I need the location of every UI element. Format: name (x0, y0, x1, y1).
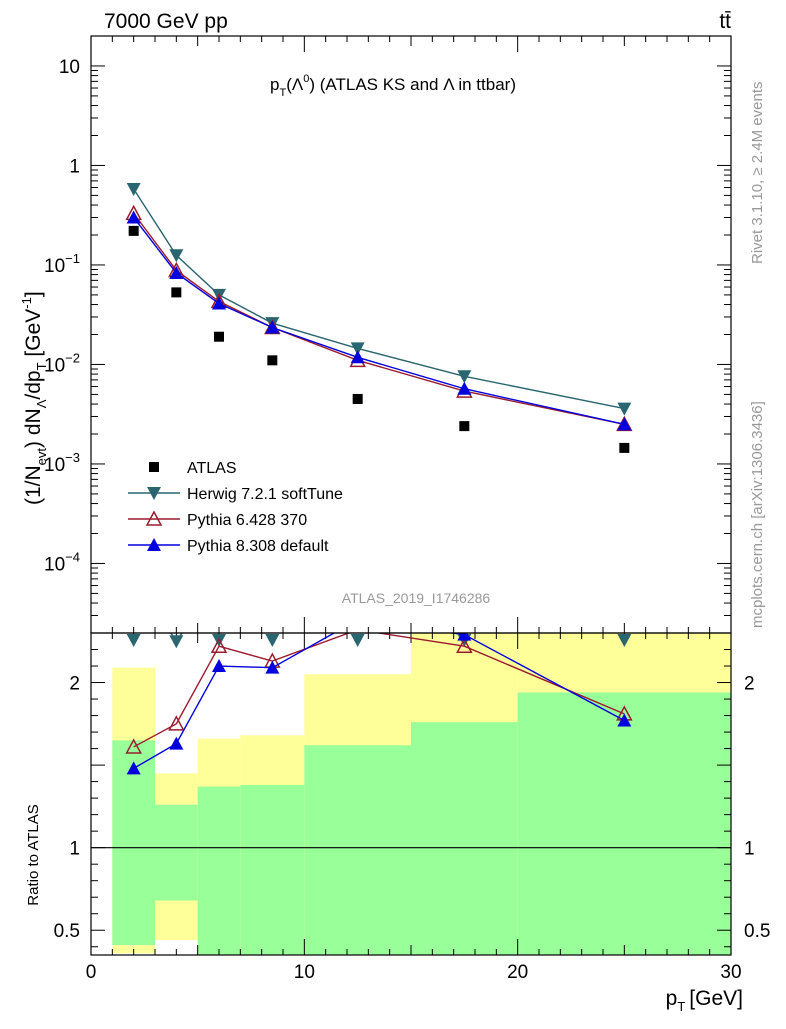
ratio-point-herwig-7-2-1-softtune (350, 634, 365, 647)
data-point-atlas (352, 393, 363, 404)
rivet-version-label: Rivet 3.1.10, ≥ 2.4M events (749, 82, 766, 265)
ratio-y-tick-label-right: 2 (744, 674, 755, 695)
data-point-pythia-8-308-default (457, 381, 472, 395)
main-y-tick-label: 10−2 (44, 350, 80, 376)
ratio-band-green (517, 692, 731, 955)
legend-marker-atlas (149, 462, 159, 472)
main-y-axis-label: (1/Nevt) dNΛ/dpT [GeV-1] (19, 291, 49, 505)
ratio-band-green (240, 784, 305, 955)
ratio-point-herwig-7-2-1-softtune (617, 634, 632, 647)
ratio-panel-frame (90, 632, 732, 956)
ratio-point-herwig-7-2-1-softtune (126, 634, 141, 647)
ratio-y-tick-label-right: 0.5 (744, 921, 770, 942)
ratio-point-pythia-8-308-default (126, 761, 141, 775)
ratio-point-pythia-8-308-default (212, 659, 226, 673)
x-axis-label: pT [GeV] (666, 987, 743, 1014)
ratio-y-ticks: 0.5 0.5 1 1 2 2 (54, 632, 770, 948)
legend-label-atlas: ATLAS (187, 460, 237, 477)
legend: ATLAS Herwig 7.2.1 softTune Pythia 6.428 3… (128, 460, 343, 555)
ratio-band-green (112, 740, 155, 946)
ratio-point-herwig-7-2-1-softtune (265, 634, 280, 647)
ratio-line-herwig-7-2-1-softtune (170, 633, 183, 643)
x-tick-label: 10 (294, 962, 315, 983)
ratio-point-pythia-8-308-default (617, 713, 632, 727)
ratio-point-herwig-7-2-1-softtune (169, 635, 184, 649)
ratio-series (125, 633, 633, 775)
main-y-tick-label: 10−4 (44, 549, 80, 575)
series-line-pythia-6-428-370 (133, 212, 625, 426)
legend-label-pythia-8-308-default: Pythia 8.308 default (187, 538, 329, 555)
plot-title: pT(Λ0) (ATLAS KS and Λ in ttbar) (270, 73, 516, 99)
header-process-label: tt̄ (719, 10, 731, 33)
main-y-tick-label: 10−1 (44, 251, 80, 277)
ratio-y-tick-label-left: 2 (69, 674, 80, 695)
ratio-band-green (304, 745, 411, 955)
main-y-ticks: 10 1 10−1 10−2 10−3 10−4 (44, 35, 731, 634)
data-point-atlas (171, 287, 182, 298)
legend-marker-pythia-8-308-default (147, 538, 161, 551)
main-y-tick-label: 10−3 (44, 450, 80, 476)
x-tick-label: 0 (86, 962, 97, 983)
ratio-series-clipped (125, 633, 633, 775)
data-point-pythia-8-308-default (265, 320, 280, 334)
main-y-tick-label: 10 (59, 57, 80, 78)
ratio-y-axis-label: Ratio to ATLAS (25, 804, 42, 905)
ratio-point-pythia-8-308-default (169, 736, 184, 750)
legend-marker-herwig-7-2-1-softtune (147, 487, 161, 500)
data-point-atlas (128, 225, 139, 236)
data-point-pythia-8-308-default (212, 296, 226, 310)
ratio-y-tick-label-left: 1 (69, 839, 80, 860)
legend-label-herwig-7-2-1-softtune: Herwig 7.2.1 softTune (187, 486, 343, 503)
series-line-herwig-7-2-1-softtune (133, 188, 625, 410)
data-point-pythia-8-308-default (126, 210, 141, 224)
ratio-y-tick-label-left: 0.5 (54, 921, 80, 942)
ratio-point-pythia-6-428-370 (168, 715, 185, 731)
header-energy-label: 7000 GeV pp (104, 10, 228, 33)
ratio-uncertainty-bands (91, 633, 731, 955)
ratio-y-tick-label-right: 1 (744, 839, 755, 860)
data-point-atlas (267, 355, 278, 366)
x-tick-label: 30 (720, 962, 741, 983)
legend-label-pythia-6-428-370: Pythia 6.428 370 (187, 512, 307, 529)
ratio-band-green (411, 722, 518, 955)
analysis-label: ATLAS_2019_I1746286 (342, 590, 491, 606)
data-point-pythia-8-308-default (617, 417, 632, 431)
data-point-herwig-7-2-1-softtune (126, 182, 141, 196)
data-point-pythia-8-308-default (350, 350, 365, 364)
ratio-point-pythia-6-428-370 (125, 738, 142, 754)
ratio-band-green (155, 804, 198, 901)
data-point-pythia-8-308-default (169, 266, 184, 280)
mcplots-label: mcplots.cern.ch [arXiv:1306.3436] (749, 401, 766, 628)
x-tick-label: 20 (507, 962, 528, 983)
ratio-point-pythia-8-308-default (265, 660, 280, 674)
main-y-tick-label: 1 (69, 156, 80, 177)
data-point-atlas (214, 331, 224, 342)
ratio-band-green (197, 786, 241, 955)
data-point-atlas (619, 442, 630, 453)
ratio-point-pythia-6-428-370 (456, 637, 473, 653)
data-point-herwig-7-2-1-softtune (617, 402, 632, 416)
data-point-herwig-7-2-1-softtune (457, 370, 472, 384)
ratio-point-pythia-8-308-default (457, 633, 472, 641)
legend-marker-pythia-6-428-370 (145, 510, 163, 526)
data-point-herwig-7-2-1-softtune (350, 342, 365, 356)
data-point-atlas (459, 421, 470, 432)
data-point-herwig-7-2-1-softtune (169, 249, 184, 263)
ratio-point-pythia-6-428-370 (210, 637, 228, 653)
main-series (125, 182, 633, 453)
